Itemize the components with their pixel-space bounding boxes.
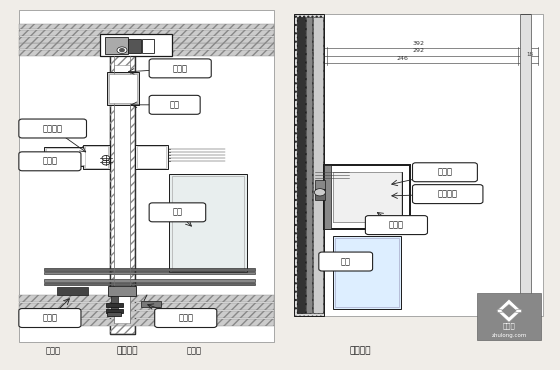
Bar: [172, 176, 244, 270]
FancyBboxPatch shape: [365, 216, 427, 235]
Text: 竖剖节点: 竖剖节点: [349, 346, 371, 355]
Text: 横剖节点: 横剖节点: [117, 346, 138, 355]
Bar: [315, 179, 325, 189]
Bar: [57, 287, 87, 295]
Bar: [44, 147, 110, 166]
Bar: [44, 272, 255, 274]
Bar: [20, 24, 274, 29]
Bar: [324, 165, 410, 229]
Bar: [297, 17, 305, 313]
Text: 392: 392: [413, 41, 424, 46]
Bar: [100, 34, 172, 56]
Bar: [520, 14, 531, 316]
Text: 橡皮条: 橡皮条: [43, 313, 58, 323]
Bar: [20, 311, 274, 318]
Bar: [135, 145, 168, 169]
Bar: [83, 145, 110, 169]
Bar: [20, 37, 274, 43]
Text: 铝横梁: 铝横梁: [43, 157, 58, 166]
Bar: [324, 165, 331, 229]
Bar: [306, 17, 311, 313]
Bar: [141, 300, 161, 307]
Text: 246: 246: [396, 56, 408, 61]
FancyBboxPatch shape: [149, 203, 206, 222]
Bar: [169, 174, 247, 272]
Bar: [108, 286, 136, 296]
Text: 玻璃: 玻璃: [172, 208, 183, 217]
Bar: [294, 14, 324, 316]
FancyBboxPatch shape: [319, 252, 372, 271]
Bar: [20, 10, 274, 342]
Text: zhulong.com: zhulong.com: [491, 333, 526, 338]
FancyBboxPatch shape: [149, 95, 200, 114]
Bar: [109, 74, 137, 103]
Text: 78: 78: [310, 52, 317, 57]
Bar: [107, 312, 122, 316]
FancyBboxPatch shape: [477, 293, 540, 340]
Text: 玻璃: 玻璃: [340, 257, 351, 266]
Circle shape: [102, 160, 110, 165]
FancyBboxPatch shape: [155, 309, 217, 327]
Bar: [106, 303, 123, 307]
Circle shape: [117, 47, 127, 53]
Bar: [110, 54, 135, 334]
Bar: [20, 50, 274, 56]
Text: 钢立柱: 钢立柱: [172, 64, 188, 73]
Bar: [335, 238, 399, 307]
Bar: [20, 43, 274, 49]
Text: 横梁端盖: 横梁端盖: [438, 189, 458, 199]
Bar: [85, 147, 108, 168]
Bar: [110, 54, 135, 334]
Text: 连接件: 连接件: [389, 221, 404, 230]
Bar: [20, 319, 274, 326]
Bar: [315, 189, 325, 199]
Bar: [294, 14, 543, 316]
Text: 292: 292: [413, 48, 424, 53]
Bar: [44, 283, 255, 285]
Bar: [20, 295, 274, 302]
Text: 18: 18: [526, 52, 533, 57]
Bar: [312, 17, 323, 313]
Circle shape: [102, 155, 110, 161]
FancyBboxPatch shape: [413, 185, 483, 204]
Bar: [20, 30, 274, 36]
Text: 铝套: 铝套: [170, 100, 180, 109]
Bar: [333, 172, 402, 222]
Bar: [128, 39, 141, 53]
FancyBboxPatch shape: [413, 163, 477, 182]
Bar: [107, 72, 139, 105]
Circle shape: [120, 49, 124, 51]
FancyBboxPatch shape: [19, 309, 81, 327]
Text: 橡皮条: 橡皮条: [45, 346, 60, 355]
Bar: [44, 279, 255, 282]
Bar: [44, 268, 255, 270]
FancyBboxPatch shape: [149, 59, 211, 78]
Circle shape: [314, 189, 325, 196]
Text: 装饰条: 装饰条: [186, 346, 202, 355]
Bar: [333, 236, 402, 309]
Bar: [497, 309, 521, 313]
Text: 横梁端盖: 横梁端盖: [43, 124, 63, 133]
Bar: [20, 303, 274, 310]
Bar: [111, 296, 118, 311]
Bar: [333, 172, 402, 222]
FancyBboxPatch shape: [19, 152, 81, 171]
Text: 铝横梁: 铝横梁: [437, 168, 452, 177]
Bar: [137, 147, 166, 168]
Polygon shape: [497, 299, 521, 322]
Text: 钢立柱: 钢立柱: [503, 322, 515, 329]
Bar: [46, 148, 108, 165]
Bar: [114, 65, 130, 323]
Bar: [106, 309, 123, 313]
Bar: [105, 37, 128, 54]
Polygon shape: [501, 304, 517, 318]
FancyBboxPatch shape: [19, 119, 86, 138]
Text: 装饰条: 装饰条: [178, 313, 193, 323]
Bar: [142, 39, 153, 53]
